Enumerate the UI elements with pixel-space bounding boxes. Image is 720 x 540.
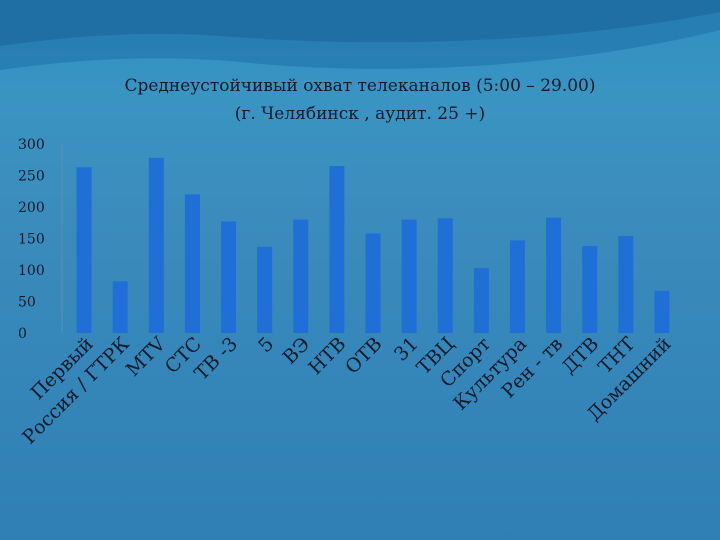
bar bbox=[654, 290, 670, 333]
bar bbox=[148, 157, 164, 333]
bar bbox=[437, 218, 453, 333]
bar bbox=[473, 268, 489, 333]
bar bbox=[365, 233, 381, 333]
bar bbox=[582, 246, 598, 333]
bar bbox=[221, 221, 237, 333]
x-tick-label: ОТВ bbox=[341, 333, 386, 378]
bar bbox=[509, 240, 525, 333]
bar bbox=[184, 194, 200, 333]
bar bbox=[257, 246, 273, 333]
y-tick-label: 0 bbox=[18, 326, 27, 342]
x-tick-label: НТВ bbox=[304, 333, 350, 379]
x-tick-label: ДТВ bbox=[558, 333, 603, 378]
bar bbox=[546, 217, 562, 333]
bar bbox=[76, 167, 92, 333]
bar bbox=[293, 219, 309, 333]
bar bbox=[401, 219, 417, 333]
y-tick-label: 250 bbox=[18, 169, 45, 185]
y-tick-label: 200 bbox=[18, 200, 45, 216]
y-tick-label: 150 bbox=[18, 232, 45, 248]
y-tick-label: 300 bbox=[18, 137, 45, 153]
chart-title-line1: Среднеустойчивый охват телеканалов (5:00… bbox=[124, 76, 596, 96]
y-tick-label: 100 bbox=[18, 263, 45, 279]
y-tick-label: 50 bbox=[18, 295, 36, 311]
decorative-wave bbox=[0, 0, 720, 70]
bar bbox=[112, 281, 128, 333]
bar bbox=[329, 166, 345, 333]
x-tick-label: МТV bbox=[122, 333, 170, 381]
chart-title-line2: (г. Челябинск , аудит. 25 +) bbox=[234, 104, 486, 124]
bar bbox=[618, 235, 634, 333]
x-tick-label: 5 bbox=[254, 333, 278, 357]
